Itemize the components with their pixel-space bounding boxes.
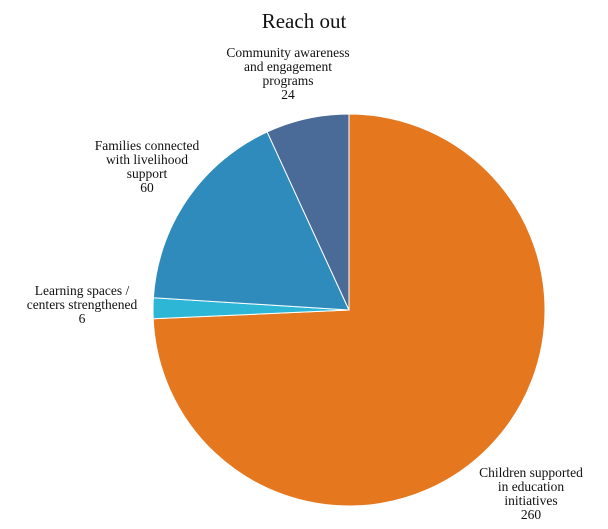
slice-label-3: Families connected with livelihood support… [95,138,200,195]
slice-category-label: centers strengthened [27,297,138,312]
pie-slice-3 [152,131,350,311]
slice-value-label: 24 [281,87,295,102]
slice-category-label: with livelihood [106,152,188,167]
slice-label-2: Learning spaces / centers strengthened 6 [27,283,138,326]
slice-category-label: support [127,166,168,181]
slice-category-label: Learning spaces / [35,283,130,298]
pie-slices [152,113,546,507]
slice-label-4: Community awareness and engagement program… [226,45,349,102]
chart-title: Reach out [261,9,347,33]
slice-category-label: Community awareness [226,45,349,60]
pie-labels: Children supported in education initiative… [27,45,583,522]
slice-category-label: initiatives [504,493,557,508]
slice-category-label: and engagement [244,59,332,74]
slice-category-label: Families connected [95,138,200,153]
slice-category-label: in education [498,479,565,494]
slice-category-label: programs [263,73,314,88]
pie-slice-4 [266,113,350,311]
slice-value-label: 60 [140,180,154,195]
slice-value-label: 260 [521,507,542,522]
slice-label-1: Children supported in education initiative… [479,465,583,522]
slice-value-label: 6 [79,311,86,326]
slice-category-label: Children supported [479,465,583,480]
